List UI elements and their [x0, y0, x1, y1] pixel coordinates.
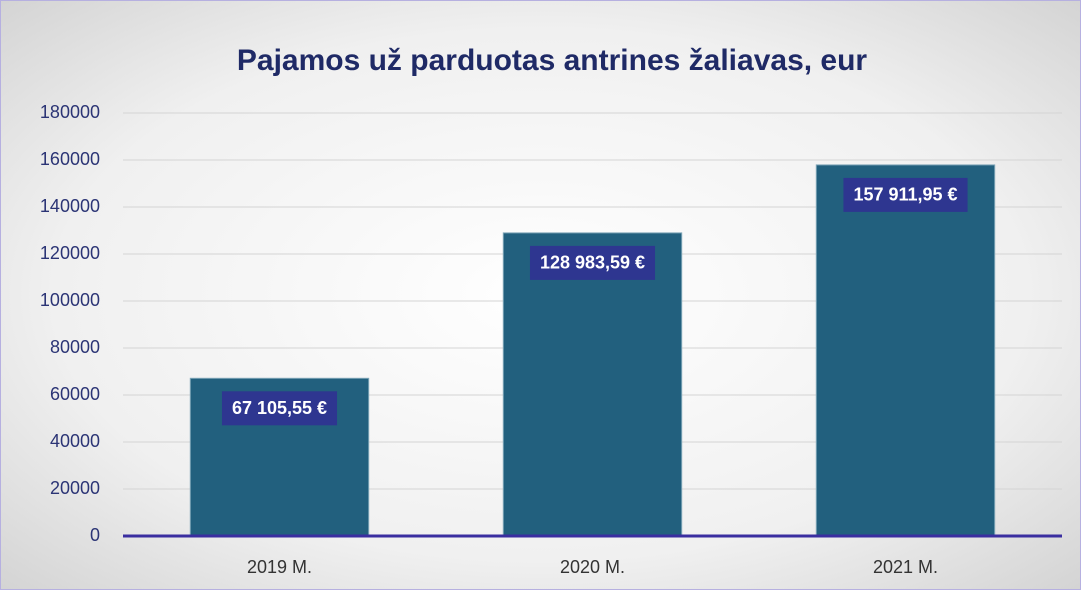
y-tick-label: 180000 [40, 102, 100, 122]
value-label: 67 105,55 € [232, 398, 327, 418]
y-tick-label: 20000 [50, 478, 100, 498]
y-tick-label: 60000 [50, 384, 100, 404]
value-label: 157 911,95 € [853, 185, 957, 205]
value-label-box [529, 245, 656, 280]
value-label-box [843, 177, 968, 212]
y-tick-label: 120000 [40, 243, 100, 263]
y-tick-label: 160000 [40, 149, 100, 169]
y-tick-label: 0 [90, 525, 100, 545]
x-tick-label: 2019 M. [247, 557, 312, 577]
value-label: 128 983,59 € [540, 253, 645, 273]
bar [815, 164, 996, 537]
x-tick-label: 2020 M. [560, 557, 625, 577]
y-tick-label: 80000 [50, 337, 100, 357]
chart-title: Pajamos už parduotas antrines žaliavas, … [237, 44, 868, 77]
bar [502, 232, 683, 537]
y-tick-label: 100000 [40, 290, 100, 310]
value-label-box [221, 391, 338, 426]
x-tick-label: 2021 M. [873, 557, 938, 577]
y-tick-label: 140000 [40, 196, 100, 216]
y-tick-label: 40000 [50, 431, 100, 451]
